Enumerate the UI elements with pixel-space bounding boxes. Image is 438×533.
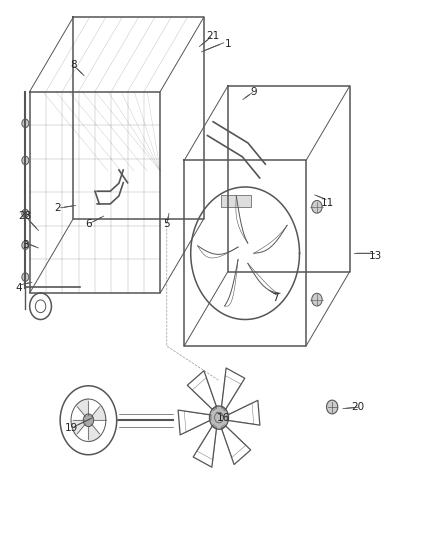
Text: 8: 8 bbox=[70, 60, 77, 70]
Circle shape bbox=[22, 241, 29, 249]
Circle shape bbox=[22, 209, 29, 217]
Text: 2: 2 bbox=[55, 203, 61, 213]
Text: 21: 21 bbox=[206, 31, 219, 41]
Polygon shape bbox=[88, 405, 106, 420]
Polygon shape bbox=[76, 399, 88, 420]
Circle shape bbox=[22, 273, 29, 281]
Circle shape bbox=[326, 400, 338, 414]
Text: 5: 5 bbox=[163, 219, 170, 229]
Bar bbox=[221, 195, 251, 207]
Text: 6: 6 bbox=[85, 219, 92, 229]
Text: 20: 20 bbox=[352, 402, 365, 412]
Text: 13: 13 bbox=[369, 251, 382, 261]
Circle shape bbox=[312, 293, 322, 306]
Circle shape bbox=[22, 119, 29, 127]
Text: 3: 3 bbox=[22, 240, 28, 251]
Circle shape bbox=[83, 414, 94, 426]
Text: 9: 9 bbox=[251, 86, 257, 96]
Polygon shape bbox=[71, 420, 88, 435]
Text: 11: 11 bbox=[321, 198, 335, 208]
Text: 1: 1 bbox=[224, 39, 231, 49]
Text: 19: 19 bbox=[64, 423, 78, 433]
Text: 16: 16 bbox=[217, 413, 230, 423]
Text: 7: 7 bbox=[272, 293, 279, 303]
Text: 28: 28 bbox=[19, 211, 32, 221]
Circle shape bbox=[22, 156, 29, 165]
Text: 4: 4 bbox=[15, 282, 22, 293]
Circle shape bbox=[209, 406, 229, 429]
Polygon shape bbox=[88, 420, 101, 441]
Circle shape bbox=[312, 200, 322, 213]
